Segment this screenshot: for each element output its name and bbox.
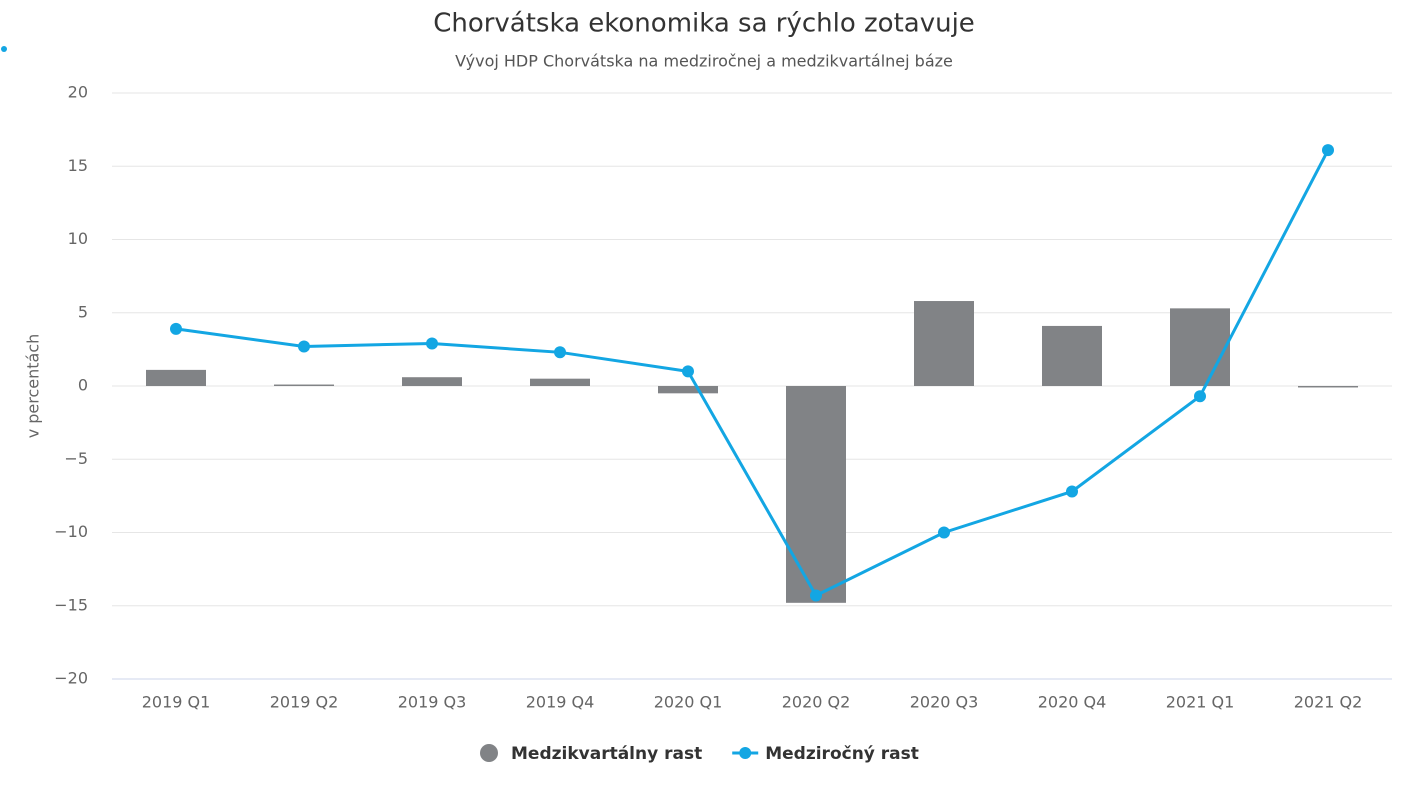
- bar: [146, 369, 206, 386]
- bar: [1170, 308, 1230, 386]
- legend-label: Medziročný rast: [765, 744, 919, 764]
- y-axis-label: v percentách: [24, 334, 43, 439]
- line-point: [682, 365, 694, 378]
- line-point: [1194, 390, 1206, 403]
- line-point: [938, 526, 950, 539]
- line-point: [810, 589, 822, 602]
- bar: [914, 301, 974, 386]
- y-tick-label: 5: [78, 302, 88, 321]
- bar: [274, 384, 334, 386]
- line-point: [298, 340, 310, 353]
- bar: [786, 386, 846, 603]
- y-tick-label: −5: [64, 449, 88, 468]
- chart-subtitle: Vývoj HDP Chorvátska na medziročnej a me…: [455, 52, 953, 71]
- y-tick-label: 20: [68, 83, 88, 102]
- line-point: [170, 322, 182, 335]
- decor-dot: [1, 46, 7, 52]
- chart-title: Chorvátska ekonomika sa rýchlo zotavuje: [433, 9, 975, 39]
- legend-label: Medzikvartálny rast: [511, 744, 702, 764]
- line-point: [1066, 485, 1078, 498]
- x-tick-label: 2021 Q2: [1294, 693, 1363, 712]
- x-tick-label: 2019 Q2: [270, 693, 339, 712]
- line: [175, 149, 1330, 598]
- x-tick-label: 2019 Q4: [526, 693, 595, 712]
- bar: [1042, 325, 1102, 386]
- x-tick-label: 2021 Q1: [1166, 693, 1235, 712]
- line-point: [426, 337, 438, 350]
- y-tick-label: −10: [54, 522, 88, 541]
- bar: [402, 377, 462, 386]
- y-tick-label: 0: [78, 376, 88, 395]
- x-tick-label: 2019 Q1: [142, 693, 211, 712]
- line-point: [554, 346, 566, 359]
- bar: [1298, 386, 1358, 388]
- y-tick-label: −20: [54, 669, 88, 688]
- x-tick-label: 2020 Q1: [654, 693, 723, 712]
- bar: [530, 378, 590, 386]
- x-tick-label: 2019 Q3: [398, 693, 467, 712]
- legend-symbol: [739, 747, 752, 759]
- x-tick-label: 2020 Q4: [1038, 693, 1107, 712]
- x-tick-label: 2020 Q2: [782, 693, 851, 712]
- y-tick-label: 10: [68, 229, 88, 248]
- legend-symbol: [480, 744, 498, 762]
- bar: [658, 386, 718, 394]
- x-tick-label: 2020 Q3: [910, 693, 979, 712]
- line-point: [1322, 144, 1334, 157]
- y-tick-label: 15: [68, 156, 88, 175]
- y-tick-label: −15: [54, 595, 88, 614]
